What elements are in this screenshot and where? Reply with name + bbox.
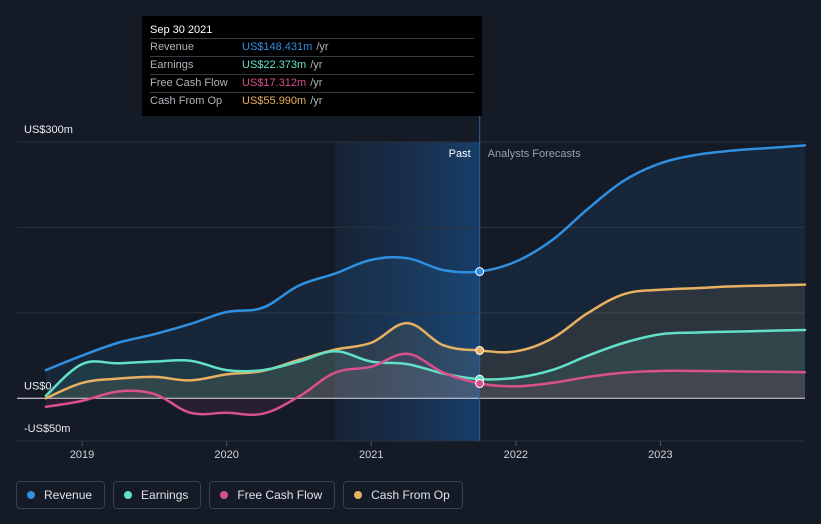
series-line-free-cash-flow xyxy=(44,352,807,417)
marker-revenue xyxy=(475,267,485,277)
y-tick-label: -US$50m xyxy=(24,423,70,435)
tooltip-row-revenue: Revenue US$148.431m /yr xyxy=(150,38,474,56)
tooltip-row-cash-from-op: Cash From Op US$55.990m /yr xyxy=(150,92,474,110)
marker-cash-from-op xyxy=(475,345,485,355)
legend: Revenue Earnings Free Cash Flow Cash Fro… xyxy=(16,481,463,509)
past-label: Past xyxy=(449,148,471,160)
tooltip-unit: /yr xyxy=(310,77,323,89)
legend-label: Earnings xyxy=(141,488,189,502)
x-tick-label: 2023 xyxy=(648,449,672,461)
legend-dot-icon xyxy=(354,491,363,499)
legend-dot-icon xyxy=(220,491,229,499)
y-tick-label: US$300m xyxy=(24,124,73,136)
legend-label: Revenue xyxy=(44,488,93,502)
tooltip-row-earnings: Earnings US$22.373m /yr xyxy=(150,56,474,74)
tooltip-value: US$22.373m xyxy=(242,59,307,71)
x-tick-label: 2020 xyxy=(214,449,238,461)
tooltip-value: US$148.431m xyxy=(242,41,313,53)
series-area-free-cash-flow xyxy=(45,353,806,415)
forecast-label: Analysts Forecasts xyxy=(488,148,581,160)
legend-item-earnings[interactable]: Earnings xyxy=(113,481,202,509)
x-tick-label: 2022 xyxy=(504,449,528,461)
tooltip-value: US$55.990m xyxy=(242,95,307,107)
series-line-revenue xyxy=(44,144,807,372)
legend-item-revenue[interactable]: Revenue xyxy=(16,481,106,509)
series-area-earnings xyxy=(45,329,806,399)
series-area-cash-from-op xyxy=(45,284,806,399)
tooltip-label: Cash From Op xyxy=(150,95,223,107)
series-line-cash-from-op xyxy=(44,283,807,400)
past-highlight-region xyxy=(335,142,480,441)
tooltip-unit: /yr xyxy=(316,41,329,53)
tooltip-label: Revenue xyxy=(150,41,195,53)
series-line-earnings xyxy=(44,328,807,397)
marker-free-cash-flow xyxy=(475,379,485,389)
x-tick-label: 2021 xyxy=(359,449,383,461)
tooltip: Sep 30 2021 Revenue US$148.431m /yr Earn… xyxy=(142,16,482,116)
legend-dot-icon xyxy=(27,491,35,499)
tooltip-unit: /yr xyxy=(310,59,323,71)
series-area-revenue xyxy=(45,145,806,399)
tooltip-unit: /yr xyxy=(310,95,323,107)
tooltip-date: Sep 30 2021 xyxy=(150,24,213,36)
tooltip-row-free-cash-flow: Free Cash Flow US$17.312m /yr xyxy=(150,74,474,92)
x-tick-label: 2019 xyxy=(70,449,94,461)
legend-label: Cash From Op xyxy=(371,488,450,502)
tooltip-label: Earnings xyxy=(150,59,194,71)
y-tick-label: US$0 xyxy=(24,380,52,392)
legend-item-free-cash-flow[interactable]: Free Cash Flow xyxy=(209,481,336,509)
tooltip-label: Free Cash Flow xyxy=(150,77,228,89)
legend-item-cash-from-op[interactable]: Cash From Op xyxy=(343,481,463,509)
legend-label: Free Cash Flow xyxy=(237,488,323,502)
tooltip-value: US$17.312m xyxy=(242,77,307,89)
legend-dot-icon xyxy=(124,491,133,499)
